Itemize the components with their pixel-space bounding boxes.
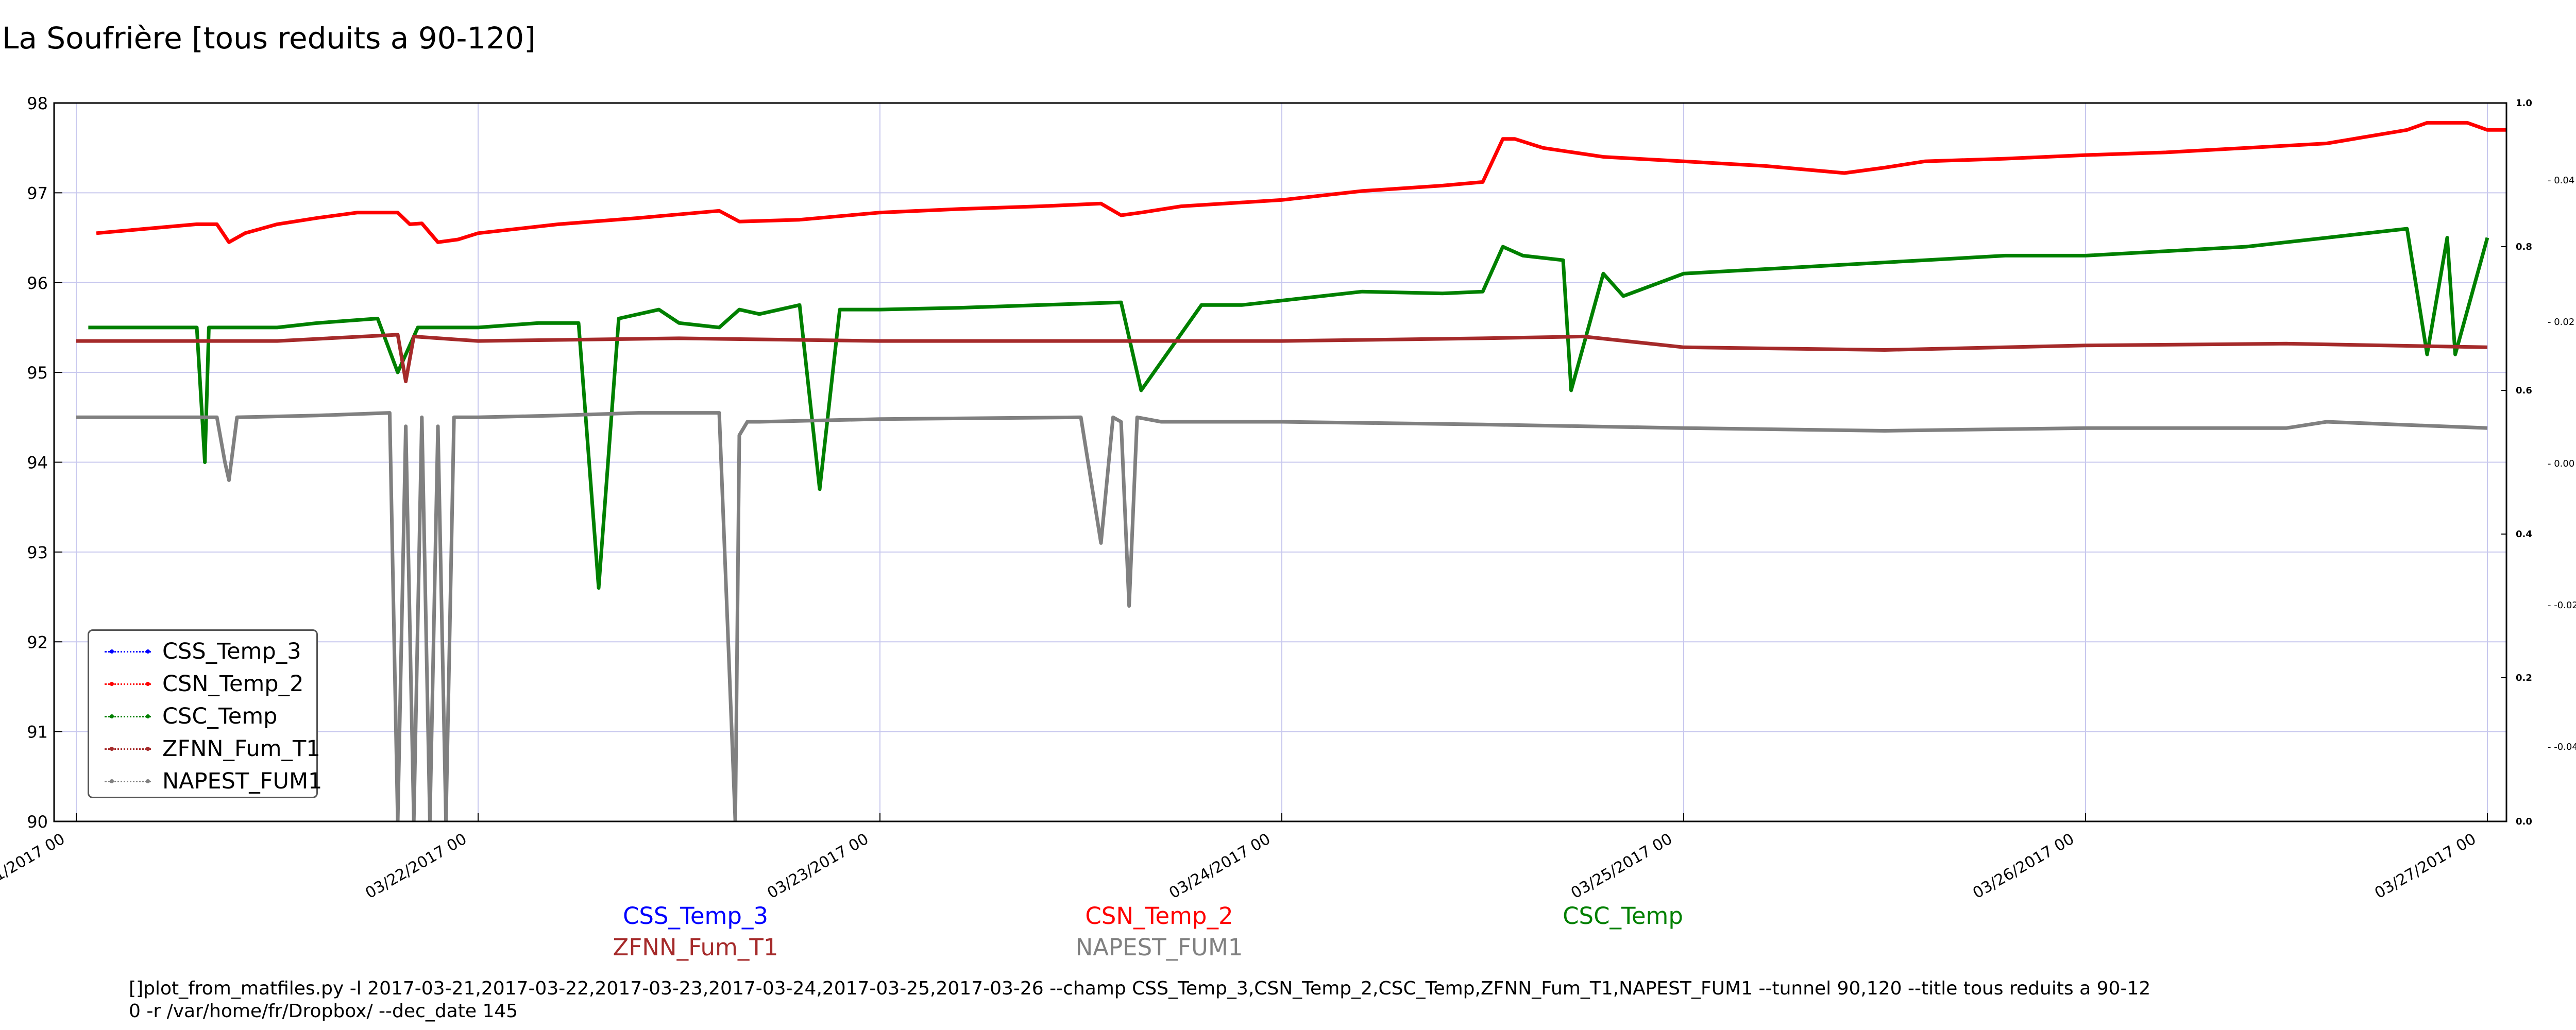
legend-label: NAPEST_FUM1 bbox=[162, 768, 323, 794]
legend-marker bbox=[105, 714, 151, 719]
legend-marker bbox=[105, 779, 151, 784]
command-line-2: 0 -r /var/home/fr/Dropbox/ --dec_date 14… bbox=[129, 1001, 518, 1022]
legend-label: CSC_Temp bbox=[162, 703, 278, 729]
x-tick-label: 03/21/2017 00 bbox=[0, 830, 68, 903]
plot-frame bbox=[53, 102, 2507, 822]
legend-label: CSS_Temp_3 bbox=[162, 639, 301, 664]
legend-marker bbox=[105, 746, 151, 751]
x-tick-label: 03/24/2017 00 bbox=[1166, 830, 1274, 903]
series-caption: CSN_Temp_2 bbox=[1085, 902, 1233, 930]
right-tick-label: 0.2 bbox=[2516, 673, 2532, 683]
right-tick-label: 0.0 bbox=[2516, 816, 2532, 827]
y-tick-label: 98 bbox=[27, 94, 48, 113]
y-tick-label: 92 bbox=[27, 632, 48, 652]
y-tick-label: 93 bbox=[27, 543, 48, 562]
right-tick-label-2: - -0.02 bbox=[2548, 600, 2576, 611]
y-tick-label: 96 bbox=[27, 273, 48, 293]
legend-marker bbox=[105, 649, 151, 654]
series-line-NAPEST_FUM1 bbox=[76, 411, 2488, 821]
y-tick-label: 95 bbox=[27, 363, 48, 383]
y-tick-label: 91 bbox=[27, 723, 48, 742]
series-line-CSN_Temp_2 bbox=[96, 121, 2506, 244]
legend-item: ZFNN_Fum_T1 bbox=[105, 735, 320, 762]
legend-item: CSS_Temp_3 bbox=[105, 638, 301, 665]
right-tick-label: 0.6 bbox=[2516, 385, 2532, 396]
x-tick-label: 03/26/2017 00 bbox=[1970, 830, 2077, 903]
right-tick-label-2: - 0.00 bbox=[2548, 458, 2574, 469]
legend-label: CSN_Temp_2 bbox=[162, 671, 304, 697]
series-caption: CSS_Temp_3 bbox=[622, 902, 769, 930]
legend-item: CSC_Temp bbox=[105, 703, 277, 730]
right-tick-label-2: - 0.04 bbox=[2548, 175, 2574, 186]
right-tick-label-2: - 0.02 bbox=[2548, 317, 2574, 328]
legend-item: NAPEST_FUM1 bbox=[105, 768, 322, 795]
command-line: []plot_from_matfiles.py -l 2017-03-21,20… bbox=[129, 977, 2150, 1023]
legend-label: ZFNN_Fum_T1 bbox=[162, 736, 320, 762]
legend-marker bbox=[105, 681, 151, 686]
x-tick-label: 03/22/2017 00 bbox=[362, 830, 470, 903]
x-tick-label: 03/25/2017 00 bbox=[1568, 830, 1675, 903]
series-caption: NAPEST_FUM1 bbox=[1075, 934, 1243, 961]
legend-item: CSN_Temp_2 bbox=[105, 671, 303, 697]
right-tick-label: 0.8 bbox=[2516, 242, 2532, 252]
right-tick-label: 1.0 bbox=[2516, 98, 2532, 109]
chart-title: La Soufrière [tous reduits a 90-120] bbox=[2, 21, 536, 56]
x-tick-label: 03/23/2017 00 bbox=[764, 830, 872, 903]
series-line-ZFNN_Fum_T1 bbox=[76, 333, 2488, 384]
right-tick-label-2: - -0.04 bbox=[2548, 742, 2576, 752]
command-line-1: []plot_from_matfiles.py -l 2017-03-21,20… bbox=[129, 978, 2151, 999]
legend: CSS_Temp_3 CSN_Temp_2 CSC_Temp ZFNN_Fum_T1 N… bbox=[88, 629, 322, 798]
series-caption: ZFNN_Fum_T1 bbox=[613, 934, 778, 961]
x-tick-label: 03/27/2017 00 bbox=[2371, 830, 2479, 903]
series-caption: CSC_Temp bbox=[1563, 902, 1683, 930]
right-tick-label: 0.4 bbox=[2516, 529, 2532, 540]
y-tick-label: 97 bbox=[27, 183, 48, 203]
y-tick-label: 90 bbox=[27, 812, 48, 832]
y-tick-label: 94 bbox=[27, 453, 48, 473]
